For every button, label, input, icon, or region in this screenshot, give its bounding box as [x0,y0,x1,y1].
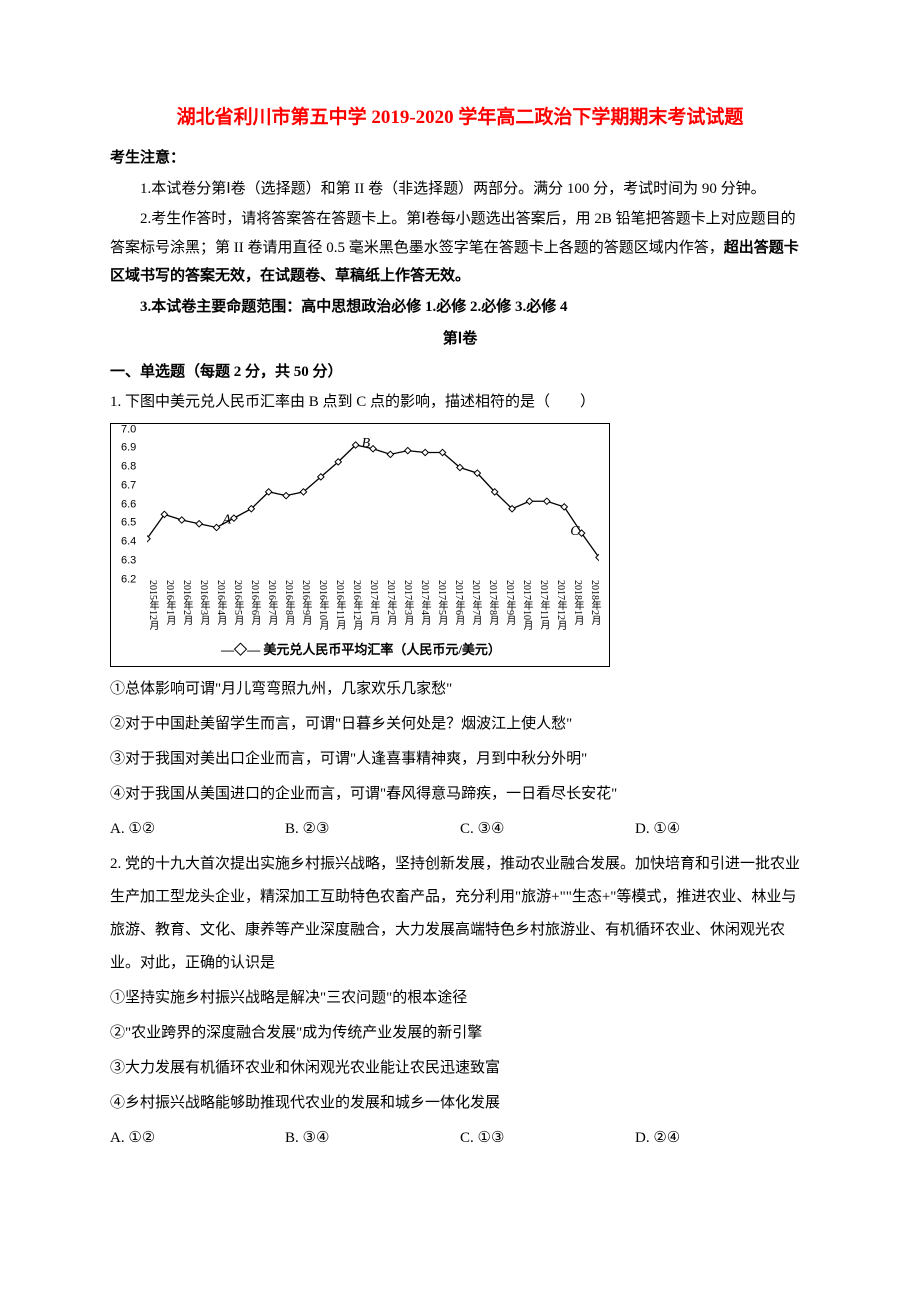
q1-opt-2: ②对于中国赴美留学生而言，可谓"日暮乡关何处是？烟波江上使人愁" [110,708,810,741]
page-title: 湖北省利川市第五中学 2019-2020 学年高二政治下学期期末考试试题 [110,100,810,136]
notice-2-a: 2.考生作答时，请将答案答在答题卡上。第Ⅰ卷每小题选出答案后，用 2B 铅笔把答… [110,211,796,256]
q2-choice-c: C. ①③ [460,1122,635,1155]
q1-choice-c: C. ③④ [460,813,635,846]
chart-box: 7.06.96.86.76.66.56.46.36.2ABC 2015年12月2… [110,423,610,668]
q1-opt-4: ④对于我国从美国进口的企业而言，可谓"春风得意马蹄疾，一日看尽长安花" [110,778,810,811]
chart-legend: —◇— 美元兑人民币平均汇率（人民币元/美元） [121,638,601,663]
legend-text: 美元兑人民币平均汇率（人民币元/美元） [263,642,501,657]
q2-opt-4: ④乡村振兴战略能够助推现代农业的发展和城乡一体化发展 [110,1087,810,1120]
chart-area: 7.06.96.86.76.66.56.46.36.2ABC [121,430,601,580]
q2-opt-2: ②"农业跨界的深度融合发展"成为传统产业发展的新引擎 [110,1017,810,1050]
q1-opt-3: ③对于我国对美出口企业而言，可谓"人逢喜事精神爽，月到中秋分外明" [110,743,810,776]
q1-opt-1: ①总体影响可谓"月儿弯弯照九州，几家欢乐几家愁" [110,673,810,706]
q2-choice-d: D. ②④ [635,1122,810,1155]
notice-heading: 考生注意： [110,144,810,173]
q2-choice-b: B. ③④ [285,1122,460,1155]
notice-1: 1.本试卷分第Ⅰ卷（选择题）和第 II 卷（非选择题）两部分。满分 100 分，… [110,175,810,204]
legend-marker-icon: —◇— [221,642,260,657]
exchange-rate-chart: 7.06.96.86.76.66.56.46.36.2ABC 2015年12月2… [110,423,810,668]
q2-opt-1: ①坚持实施乡村振兴战略是解决"三农问题"的根本途径 [110,982,810,1015]
section-1-title: 第Ⅰ卷 [110,325,810,354]
q2-choices: A. ①② B. ③④ C. ①③ D. ②④ [110,1122,810,1155]
svg-text:B: B [362,436,371,451]
q2-opt-3: ③大力发展有机循环农业和休闲观光农业能让农民迅速致富 [110,1052,810,1085]
q1-choice-a: A. ①② [110,813,285,846]
q1-choices: A. ①② B. ②③ C. ③④ D. ①④ [110,813,810,846]
svg-text:C: C [570,523,580,538]
svg-text:A: A [222,512,232,527]
chart-x-labels: 2015年12月2016年1月2016年2月2016年3月2016年4月2016… [147,580,599,636]
q1-choice-b: B. ②③ [285,813,460,846]
q2-choice-a: A. ①② [110,1122,285,1155]
notice-2: 2.考生作答时，请将答案答在答题卡上。第Ⅰ卷每小题选出答案后，用 2B 铅笔把答… [110,205,810,291]
q1-stem: 1. 下图中美元兑人民币汇率由 B 点到 C 点的影响，描述相符的是（ ） [110,388,810,417]
part1-heading: 一、单选题（每题 2 分，共 50 分） [110,358,810,387]
notice-3: 3.本试卷主要命题范围：高中思想政治必修 1.必修 2.必修 3.必修 4 [110,293,810,322]
q1-choice-d: D. ①④ [635,813,810,846]
q2-stem: 2. 党的十九大首次提出实施乡村振兴战略，坚持创新发展，推动农业融合发展。加快培… [110,848,810,980]
